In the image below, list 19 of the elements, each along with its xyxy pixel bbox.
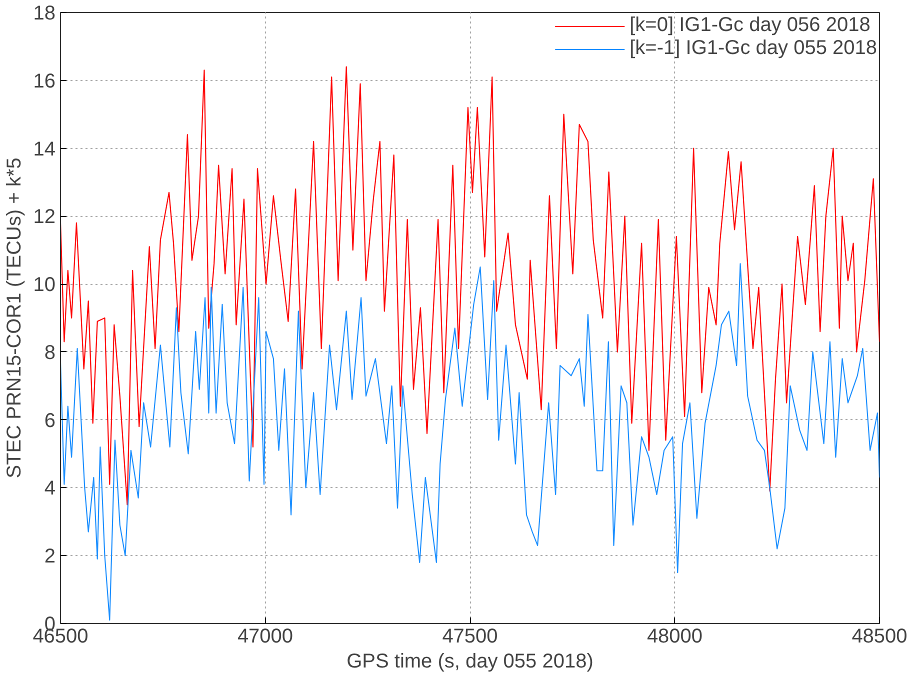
y-axis-title: STEC PRN15-COR1 (TECUs) + k*5 <box>3 158 26 478</box>
legend-label: [k=-1] IG1-Gc day 055 2018 <box>630 37 877 60</box>
x-tick-label: 48500 <box>852 626 908 648</box>
y-tick-label: 14 <box>33 138 56 160</box>
x-tick-label: 48000 <box>646 626 703 648</box>
line-series <box>60 66 880 506</box>
x-tick-label: 47500 <box>442 626 498 648</box>
y-tick-label: 2 <box>44 546 56 568</box>
legend-label: [k=0] IG1-Gc day 056 2018 <box>630 14 870 37</box>
y-tick-label: 12 <box>33 206 56 228</box>
line-series <box>60 263 880 621</box>
y-tick-label: 6 <box>44 410 56 432</box>
y-tick-label: 18 <box>33 2 56 24</box>
x-tick-label: 47000 <box>237 626 294 648</box>
y-tick-label: 10 <box>33 274 56 296</box>
y-tick-label: 8 <box>44 342 56 364</box>
y-tick-label: 4 <box>44 478 56 500</box>
y-tick-label: 16 <box>33 70 56 92</box>
x-axis-title: GPS time (s, day 055 2018) <box>346 650 594 672</box>
